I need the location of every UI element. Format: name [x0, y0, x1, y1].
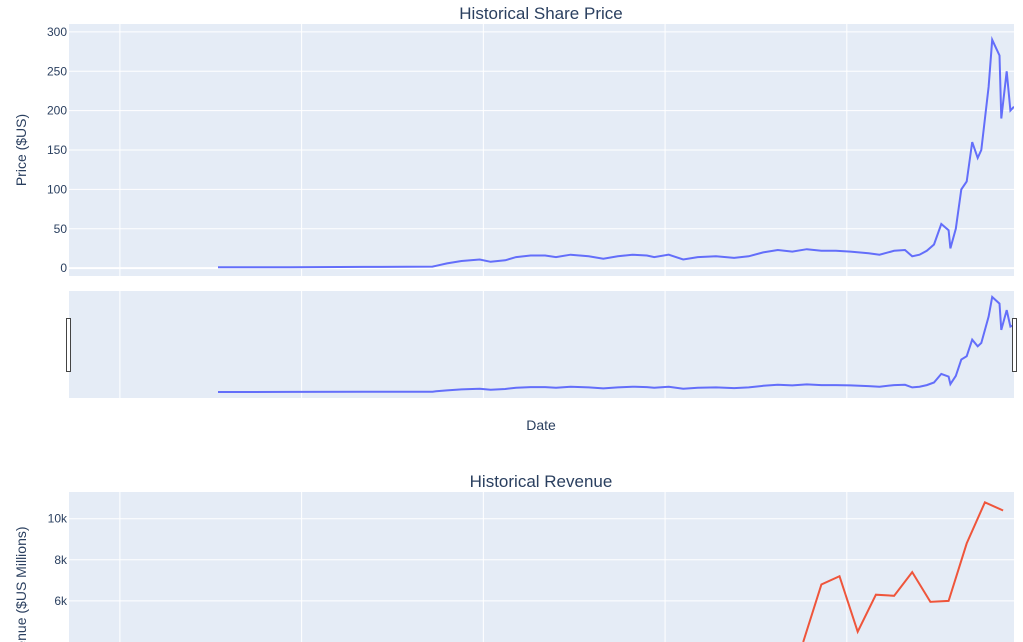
range-slider-area[interactable]: [69, 291, 1014, 398]
share-price-y-tick-label: 250: [47, 64, 67, 78]
share-price-y-tick-label: 150: [47, 143, 67, 157]
share-price-line: [217, 35, 1014, 269]
range-slider-left-handle[interactable]: [66, 318, 71, 372]
share-price-title: Historical Share Price: [459, 4, 622, 23]
range-slider-gridlines: [119, 291, 848, 398]
revenue-line: [802, 500, 1004, 642]
range-slider[interactable]: [66, 291, 1017, 398]
range-slider-line: [217, 295, 1014, 393]
revenue-y-axis-title: Revenue ($US Millions): [13, 526, 29, 642]
revenue-title: Historical Revenue: [470, 472, 613, 491]
share-price-y-tick-label: 50: [54, 222, 68, 236]
revenue-chart: 6k 8k 10k Historical Revenue Revenue ($US …: [13, 472, 1014, 642]
share-price-y-tick-label: 300: [47, 25, 67, 39]
share-price-y-tick-label: 0: [60, 261, 67, 275]
share-price-y-tick-label: 100: [47, 182, 67, 196]
revenue-gridlines: [69, 492, 1014, 642]
revenue-y-tick-label: 8k: [54, 553, 68, 567]
revenue-plot-area: [69, 492, 1014, 642]
range-slider-right-handle[interactable]: [1012, 318, 1017, 372]
revenue-y-ticks: 6k 8k 10k: [48, 512, 68, 608]
share-price-gridlines: [69, 24, 1014, 276]
share-price-y-ticks: 0 50 100 150 200 250 300: [47, 25, 67, 275]
revenue-y-tick-label: 6k: [54, 594, 68, 608]
share-price-y-axis-title: Price ($US): [13, 114, 29, 186]
share-price-x-axis-title: Date: [526, 417, 556, 433]
share-price-y-tick-label: 200: [47, 104, 67, 118]
share-price-chart: 0 50 100 150 200 250 300 Historical Share Pric…: [13, 4, 1014, 276]
revenue-y-tick-label: 10k: [48, 512, 68, 526]
